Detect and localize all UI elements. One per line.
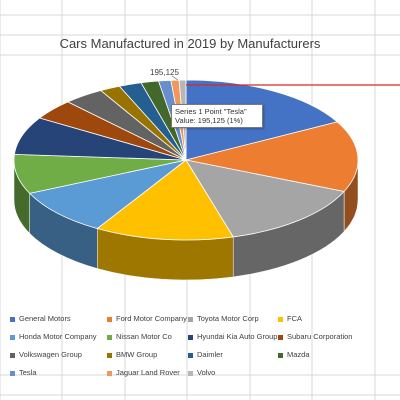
legend-item[interactable]: Volvo bbox=[188, 368, 215, 377]
legend-label: Jaguar Land Rover bbox=[116, 368, 180, 377]
legend-swatch bbox=[188, 316, 193, 322]
legend-item[interactable]: Volkswagen Group bbox=[10, 350, 82, 359]
legend-label: Ford Motor Company bbox=[116, 314, 187, 323]
legend-swatch bbox=[10, 352, 15, 358]
legend-label: Volkswagen Group bbox=[19, 350, 82, 359]
legend-item[interactable]: Mazda bbox=[278, 350, 310, 359]
chart-title: Cars Manufactured in 2019 by Manufacture… bbox=[59, 36, 321, 51]
legend-item[interactable]: Honda Motor Company bbox=[10, 332, 97, 341]
pie-slice-honda-motor-company[interactable] bbox=[28, 159, 187, 229]
legend-swatch bbox=[188, 334, 193, 340]
legend-label: General Motors bbox=[19, 314, 71, 323]
chart-tooltip: Series 1 Point "Tesla" Value: 195,125 (1… bbox=[171, 104, 263, 128]
legend-label: Daimler bbox=[197, 350, 223, 359]
tooltip-series-point: Series 1 Point "Tesla" bbox=[175, 107, 247, 116]
legend-label: Hyundai Kia Auto Group bbox=[197, 332, 278, 341]
legend-swatch bbox=[10, 370, 15, 376]
tooltip-value: Value: 195,125 (1%) bbox=[175, 116, 243, 125]
legend-item[interactable]: Subaru Corporation bbox=[278, 332, 352, 341]
legend-swatch bbox=[188, 352, 193, 358]
legend-item[interactable]: Jaguar Land Rover bbox=[107, 368, 180, 377]
legend-swatch bbox=[107, 316, 112, 322]
legend-label: Honda Motor Company bbox=[19, 332, 97, 341]
pie-slice-fca[interactable] bbox=[96, 159, 234, 241]
legend-item[interactable]: Daimler bbox=[188, 350, 223, 359]
legend-swatch bbox=[278, 316, 283, 322]
legend-item[interactable]: Nissan Motor Co bbox=[107, 332, 172, 341]
legend-swatch bbox=[278, 334, 283, 340]
legend-swatch bbox=[278, 352, 283, 358]
legend-item[interactable]: Hyundai Kia Auto Group bbox=[188, 332, 277, 341]
pie-slice-ford-motor-company[interactable] bbox=[185, 121, 359, 192]
legend-swatch bbox=[10, 316, 15, 322]
legend-item[interactable]: General Motors bbox=[10, 314, 71, 323]
legend-swatch bbox=[107, 334, 112, 340]
tesla-data-label: 195,125 bbox=[150, 68, 179, 77]
legend-label: FCA bbox=[287, 314, 302, 323]
legend-item[interactable]: Toyota Motor Corp bbox=[188, 314, 259, 323]
legend-item[interactable]: Tesla bbox=[10, 368, 37, 377]
legend-swatch bbox=[107, 352, 112, 358]
pie-slice-toyota-motor-corp[interactable] bbox=[185, 159, 345, 238]
legend-swatch bbox=[10, 334, 15, 340]
legend-label: Volvo bbox=[197, 368, 216, 377]
legend-swatch bbox=[188, 370, 193, 376]
data-label-leader-line bbox=[171, 75, 179, 81]
legend-label: Mazda bbox=[287, 350, 310, 359]
legend-label: Subaru Corporation bbox=[287, 332, 353, 341]
legend-label: Nissan Motor Co bbox=[116, 332, 172, 341]
legend-label: Toyota Motor Corp bbox=[197, 314, 259, 323]
legend-item[interactable]: FCA bbox=[278, 314, 302, 323]
legend-label: Tesla bbox=[19, 368, 37, 377]
legend-swatch bbox=[107, 370, 112, 376]
legend-item[interactable]: Ford Motor Company bbox=[107, 314, 187, 323]
legend-item[interactable]: BMW Group bbox=[107, 350, 157, 359]
legend-label: BMW Group bbox=[116, 350, 158, 359]
